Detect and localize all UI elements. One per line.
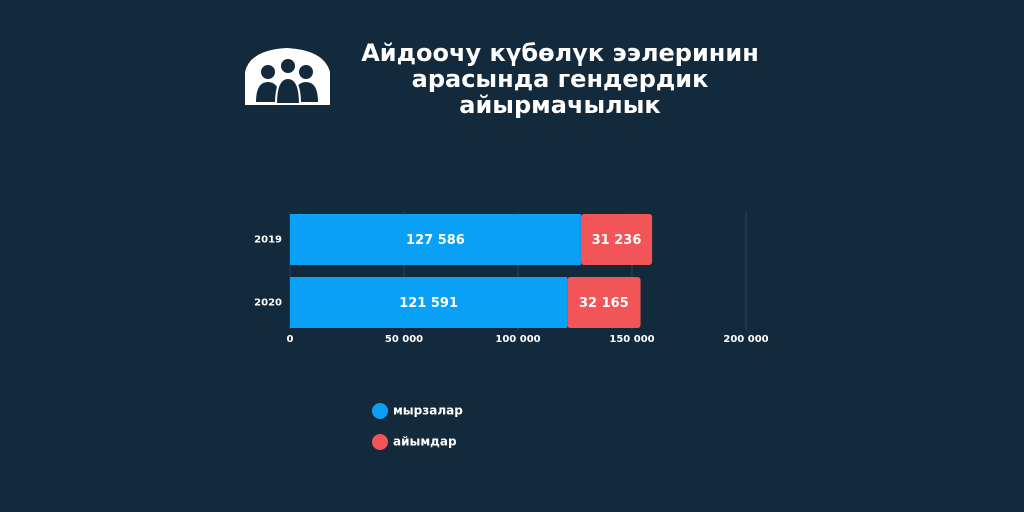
bar-segment — [290, 277, 568, 328]
legend-label: мырзалар — [393, 404, 463, 418]
chart-title: Айдоочу күбөлүк ээлеринин арасында генде… — [361, 39, 759, 119]
x-tick-label: 150 000 — [609, 334, 654, 345]
data-label: 32 165 — [579, 296, 629, 311]
logo-icon — [245, 48, 330, 105]
y-tick-label: 2020 — [254, 298, 282, 309]
bar-segment — [580, 214, 653, 265]
y-tick-label: 2019 — [254, 235, 282, 246]
x-tick-label: 50 000 — [385, 334, 423, 345]
x-tick-label: 200 000 — [723, 334, 768, 345]
legend-swatch — [372, 403, 388, 419]
data-label: 127 586 — [406, 233, 465, 248]
data-label: 31 236 — [592, 233, 642, 248]
bar-segment — [290, 214, 581, 265]
legend-label: айымдар — [393, 435, 457, 449]
bar-segment — [567, 277, 641, 328]
x-tick-label: 100 000 — [495, 334, 540, 345]
legend-swatch — [372, 434, 388, 450]
data-label: 121 591 — [399, 296, 458, 311]
x-tick-label: 0 — [287, 334, 294, 345]
